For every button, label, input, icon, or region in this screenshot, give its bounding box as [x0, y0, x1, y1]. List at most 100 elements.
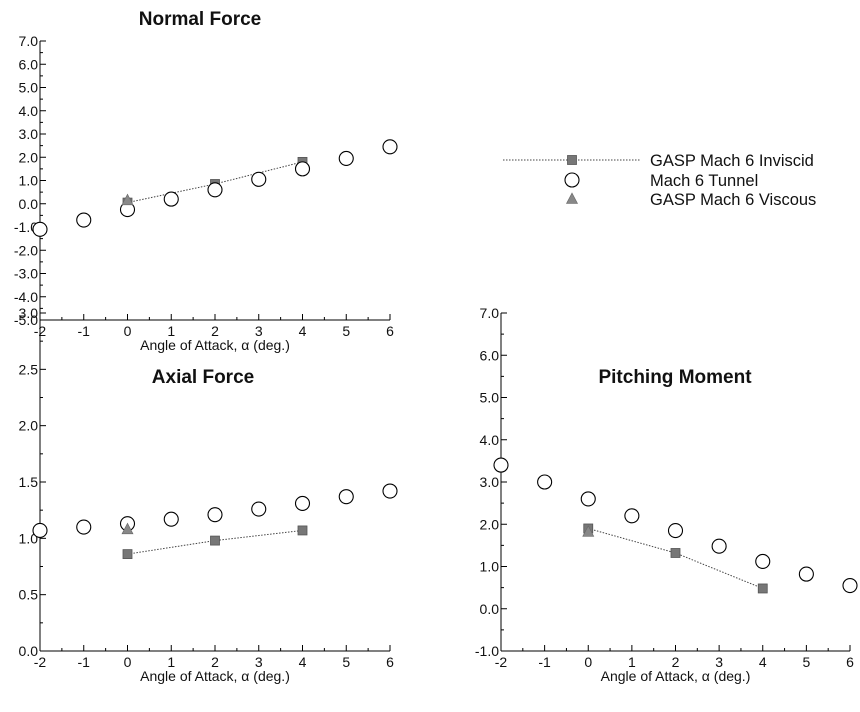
x-tick-label: 1: [628, 654, 636, 670]
chart-title: Normal Force: [139, 9, 261, 30]
y-tick-label: 0.0: [19, 196, 39, 212]
data-point: [670, 548, 681, 558]
y-tick-label: 2.0: [19, 418, 39, 434]
data-point: [32, 221, 48, 237]
x-tick-label: 2: [672, 654, 680, 670]
series-line: [127, 529, 303, 555]
x-tick-label: -1: [78, 323, 91, 339]
y-tick-label: -2.0: [14, 242, 38, 258]
legend-marker: [566, 192, 578, 204]
data-point: [338, 150, 354, 166]
y-tick-label: 0.0: [19, 643, 39, 659]
data-point: [537, 474, 553, 490]
x-tick-label: 0: [124, 654, 132, 670]
y-tick-label: 6.0: [480, 347, 500, 363]
y-tick-label: -1.0: [475, 643, 499, 659]
x-tick-label: 0: [584, 654, 592, 670]
data-point: [207, 507, 223, 523]
data-point: [580, 491, 596, 507]
data-point: [207, 182, 223, 198]
x-tick-label: 4: [759, 654, 767, 670]
y-tick-label: 2.5: [19, 361, 39, 377]
x-tick-label: -1: [78, 654, 91, 670]
data-point: [798, 566, 814, 582]
series-viscous: [121, 522, 134, 535]
data-point: [122, 549, 133, 560]
x-tick-label: 3: [255, 654, 263, 670]
x-tick-label: -1: [538, 654, 551, 670]
chart-title: Pitching Moment: [598, 367, 752, 388]
data-point: [294, 161, 311, 177]
y-tick-label: 1.0: [480, 559, 500, 575]
series-inviscid: [122, 156, 308, 208]
y-tick-label: -5.0: [14, 312, 38, 328]
y-tick-label: -4.0: [14, 289, 38, 305]
legend-item: GASP Mach 6 Viscous: [566, 191, 816, 209]
data-point: [624, 508, 640, 524]
x-tick-label: 1: [167, 654, 175, 670]
data-point: [757, 583, 768, 594]
y-tick-label: 7.0: [19, 33, 39, 49]
charts-group: Normal Force -5.0 -4.0 -3.0 -2.0 -1.0 0.0 1.0 2.…: [14, 9, 858, 684]
data-point: [711, 538, 727, 554]
legend-label: GASP Mach 6 Viscous: [650, 191, 816, 209]
x-tick-label: 6: [386, 654, 394, 670]
y-tick-label: 0.5: [19, 587, 39, 603]
chart-1: Axial Force 0.0 0.5 1.0 1.5 2.0 2.5 3.0 -2 -1 0 1 2 3…: [19, 305, 398, 684]
data-point: [755, 553, 771, 569]
data-point: [121, 193, 134, 206]
y-tick-label: 1.5: [19, 474, 39, 490]
y-tick-label: 3.0: [19, 126, 39, 142]
data-point: [76, 212, 92, 228]
x-tick-label: -2: [34, 654, 47, 670]
legend-marker: [567, 155, 577, 165]
chart-title: Axial Force: [152, 367, 254, 388]
data-point: [76, 519, 92, 535]
y-tick-label: 5.0: [480, 390, 500, 406]
y-tick-label: 3.0: [480, 474, 500, 490]
data-point: [582, 525, 595, 537]
y-tick-label: 1.0: [19, 173, 39, 189]
x-tick-label: 5: [342, 323, 350, 339]
y-tick-label: 0.0: [480, 601, 500, 617]
series-tunnel: [32, 139, 398, 237]
data-point: [32, 522, 48, 538]
series-inviscid: [122, 525, 308, 560]
data-point: [294, 495, 311, 511]
series-viscous: [121, 193, 134, 206]
x-tick-label: 5: [802, 654, 810, 670]
x-tick-label: 6: [386, 323, 394, 339]
data-point: [842, 577, 858, 594]
data-point: [493, 457, 509, 473]
legend-item: Mach 6 Tunnel: [564, 172, 758, 190]
x-tick-label: 6: [846, 654, 854, 670]
legend-label: Mach 6 Tunnel: [650, 172, 758, 190]
y-tick-label: 4.0: [19, 103, 39, 119]
x-tick-label: 4: [299, 323, 307, 339]
x-tick-label: 3: [255, 323, 263, 339]
x-tick-label: 1: [167, 323, 175, 339]
x-tick-label: -2: [495, 654, 508, 670]
y-tick-label: 4.0: [480, 432, 500, 448]
legend-label: GASP Mach 6 Inviscid: [650, 152, 814, 170]
legend-item: GASP Mach 6 Inviscid: [503, 152, 814, 170]
chart-2: Pitching Moment -1.0 0.0 1.0 2.0 3.0 4.0 5.0 6.0…: [475, 305, 858, 684]
chart-0: Normal Force -5.0 -4.0 -3.0 -2.0 -1.0 0.0 1.0 2.…: [14, 9, 398, 353]
x-axis-label: Angle of Attack, α (deg.): [140, 337, 290, 353]
y-tick-label: 6.0: [19, 56, 39, 72]
y-tick-label: -3.0: [14, 266, 38, 282]
data-point: [382, 483, 398, 499]
y-tick-label: 5.0: [19, 80, 39, 96]
x-tick-label: 4: [299, 654, 307, 670]
data-point: [210, 535, 220, 546]
y-tick-label: 7.0: [480, 305, 500, 321]
data-point: [163, 191, 179, 207]
data-point: [297, 525, 308, 536]
x-tick-label: 0: [124, 323, 132, 339]
data-point: [251, 501, 267, 517]
x-tick-label: 3: [715, 654, 723, 670]
y-tick-label: 1.0: [19, 530, 39, 546]
data-point: [121, 522, 134, 535]
series-tunnel: [32, 483, 398, 538]
